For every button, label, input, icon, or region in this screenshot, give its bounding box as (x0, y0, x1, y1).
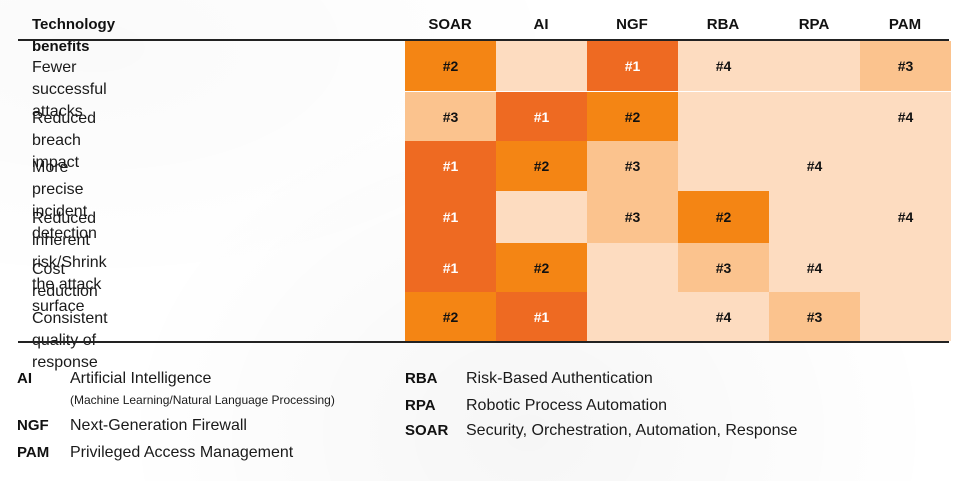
legend-abbr: NGF (17, 417, 49, 434)
heatmap-cell-ngf: #2 (587, 92, 678, 142)
heatmap-cell-rpa (769, 41, 860, 91)
heatmap-cell-rpa: #4 (769, 141, 860, 191)
heatmap-cell-pam (860, 243, 951, 293)
heatmap-cell-rpa (769, 92, 860, 142)
heatmap-cell-rba: #4 (678, 292, 769, 341)
column-header-ai: AI (533, 16, 549, 33)
heatmap-cell-ngf (587, 243, 678, 293)
row-label: Reduced breach impact (32, 110, 97, 171)
legend-abbr: SOAR (405, 422, 449, 439)
row-label: Consistent quality of response (32, 309, 108, 371)
legend-abbr: AI (17, 370, 32, 387)
heatmap-cell-ngf (587, 292, 678, 341)
corner-header: Technology benefits (32, 16, 116, 55)
heatmap-cell-ngf: #1 (587, 41, 678, 91)
table-top-rule (18, 39, 949, 41)
heatmap-cell-ai (496, 191, 587, 243)
row-label: Fewer successful attacks (32, 59, 107, 120)
legend-text: Risk-Based Authentication (466, 370, 653, 387)
legend-text: Artificial Intelligence (70, 370, 212, 387)
heatmap-cell-soar: #2 (405, 292, 496, 341)
heatmap-cell-rba (678, 141, 769, 191)
legend-abbr: RPA (405, 397, 436, 414)
heatmap-cell-ngf: #3 (587, 141, 678, 191)
heatmap-cell-pam (860, 141, 951, 191)
heatmap-cell-ngf: #3 (587, 191, 678, 243)
heatmap-cell-rpa: #4 (769, 243, 860, 293)
legend-text: Privileged Access Management (70, 444, 294, 461)
legend-subtext: (Machine Learning/Natural Language Proce… (70, 393, 335, 407)
heatmap-cell-soar: #1 (405, 191, 496, 243)
heatmap-cell-soar: #3 (405, 92, 496, 142)
heatmap-cell-rpa (769, 191, 860, 243)
legend-text: Security, Orchestration, Automation, Res… (466, 422, 798, 439)
heatmap-cell-pam: #4 (860, 191, 951, 243)
heatmap-cell-rpa: #3 (769, 292, 860, 341)
heatmap-cell-ai: #1 (496, 92, 587, 142)
heatmap-cell-pam: #3 (860, 41, 951, 91)
heatmap-cell-rba (678, 92, 769, 142)
legend-text: Robotic Process Automation (466, 397, 667, 414)
legend-text: Next-Generation Firewall (70, 417, 247, 434)
row-label: Cost reduction (32, 261, 98, 300)
column-header-pam: PAM (888, 16, 922, 33)
heatmap-cell-pam: #4 (860, 92, 951, 142)
row-label: More precise incident detection (32, 159, 97, 242)
heatmap-cell-soar: #1 (405, 243, 496, 293)
heatmap-cell-rba: #4 (678, 41, 769, 91)
heatmap-cell-ai (496, 41, 587, 91)
heatmap-cell-pam (860, 292, 951, 341)
heatmap-cell-rba: #2 (678, 191, 769, 243)
legend-abbr: PAM (17, 444, 50, 461)
heatmap-cell-soar: #1 (405, 141, 496, 191)
heatmap-cell-rba: #3 (678, 243, 769, 293)
column-header-rba: RBA (706, 16, 740, 33)
heatmap-cell-ai: #2 (496, 243, 587, 293)
heatmap-cell-ai: #1 (496, 292, 587, 341)
legend-abbr: RBA (405, 370, 438, 387)
table-bottom-rule (18, 341, 949, 343)
column-header-rpa: RPA (798, 16, 830, 33)
heatmap-cell-ai: #2 (496, 141, 587, 191)
row-label: Reduced inherent risk/Shrink the attack … (32, 210, 107, 315)
heatmap-cell-soar: #2 (405, 41, 496, 91)
column-header-ngf: NGF (616, 16, 648, 33)
column-header-soar: SOAR (428, 16, 472, 33)
